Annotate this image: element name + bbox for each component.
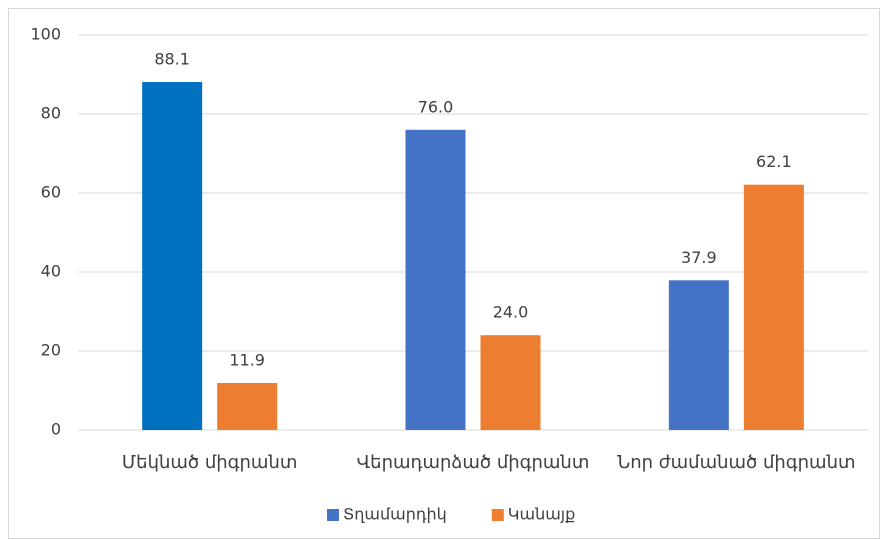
legend-swatch	[491, 509, 504, 521]
bar	[668, 280, 729, 430]
data-label: 11.9	[229, 350, 265, 369]
data-label: 24.0	[493, 303, 529, 322]
y-tick-label: 60	[41, 183, 61, 202]
data-label: 88.1	[154, 50, 190, 69]
y-tick-label: 20	[41, 341, 61, 360]
x-tick-label: Վերադարձած միգրանտ	[357, 452, 590, 473]
data-label: 37.9	[681, 248, 717, 267]
x-tick-label: Նոր ժամանած միգրանտ	[617, 452, 855, 473]
bar	[405, 129, 466, 431]
bar	[480, 335, 541, 430]
data-label: 62.1	[756, 152, 792, 171]
x-tick-label: Մեկնած միգրանտ	[122, 452, 297, 473]
y-tick-label: 0	[51, 420, 61, 439]
y-tick-label: 80	[41, 104, 61, 123]
bar	[743, 184, 804, 430]
legend-swatch	[327, 509, 339, 521]
y-tick-label: 100	[30, 25, 61, 44]
bar	[142, 82, 203, 430]
data-label: 76.0	[418, 97, 454, 116]
y-tick-label: 40	[41, 262, 61, 281]
legend-label: Տղամարդիկ	[343, 505, 447, 524]
bar	[217, 382, 278, 430]
legend-label: Կանայք	[508, 505, 576, 524]
